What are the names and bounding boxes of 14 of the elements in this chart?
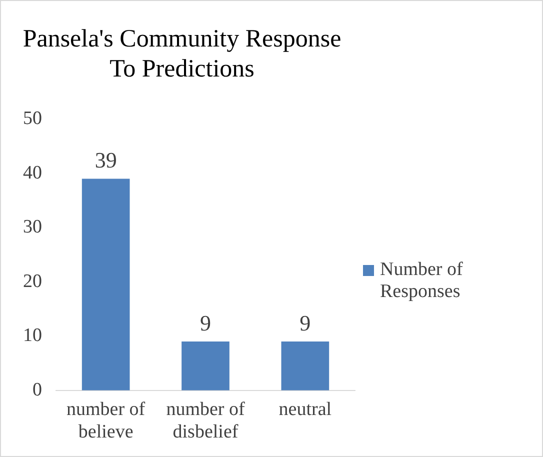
y-tick-label: 10: [23, 325, 42, 346]
data-label: 39: [94, 147, 117, 172]
y-tick-label: 0: [32, 379, 42, 400]
chart-title: Pansela's Community Response To Predictions: [22, 26, 342, 83]
y-tick-label: 50: [23, 108, 42, 129]
data-label: 9: [200, 310, 211, 336]
data-label: 9: [300, 310, 311, 336]
x-tick-label: number of disbelief: [166, 398, 246, 443]
x-tick-label: number of believe: [66, 398, 146, 443]
x-tick-label: neutral: [278, 398, 332, 420]
y-tick-label: 30: [23, 216, 42, 238]
y-tick-label: 20: [23, 270, 42, 292]
legend-label: Number of Responses: [380, 259, 464, 303]
y-tick-label: 40: [23, 162, 42, 184]
